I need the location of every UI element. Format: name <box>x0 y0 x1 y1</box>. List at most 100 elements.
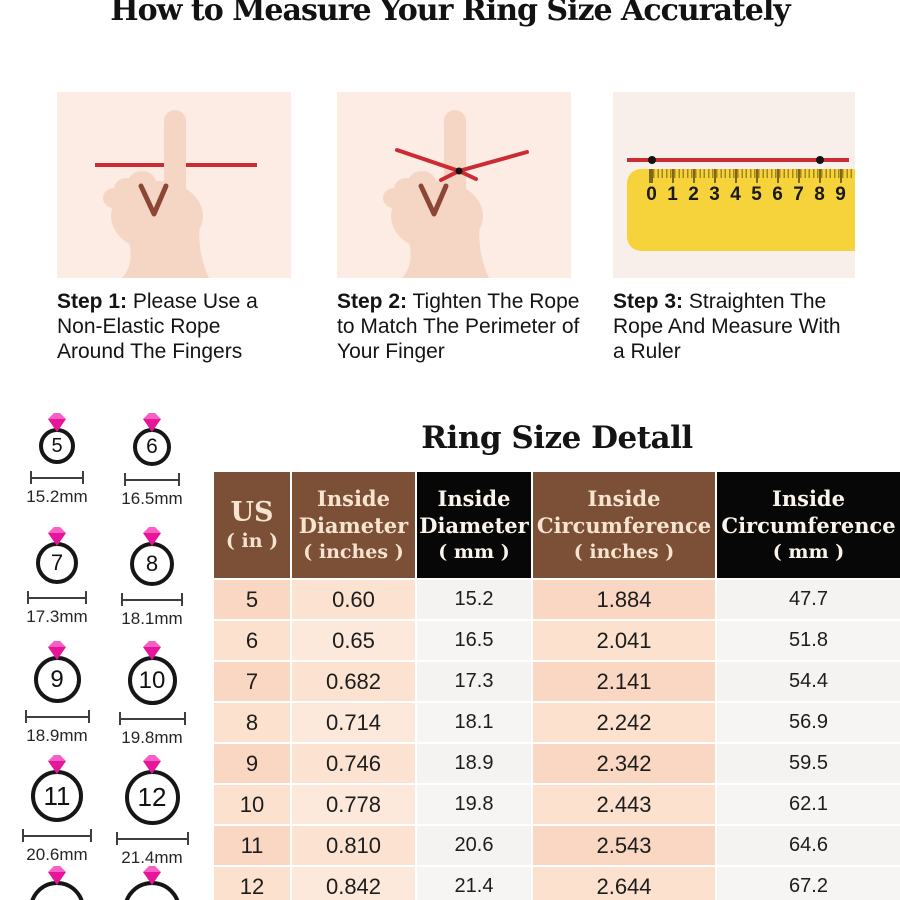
table-cell: 0.810 <box>292 826 415 865</box>
table-cell: 47.7 <box>717 580 900 619</box>
table-cell: 5 <box>214 580 290 619</box>
table-cell: 10 <box>214 785 290 824</box>
step-1-image <box>57 92 291 278</box>
thumb-crease <box>138 183 169 217</box>
step-1-text: Please Use a Non-Elastic Rope Around The… <box>57 290 258 363</box>
table-cell: 59.5 <box>717 744 900 783</box>
ring-size-10-diagram: 10 19.8mm <box>104 639 200 748</box>
table-cell: 0.746 <box>292 744 415 783</box>
column-header-circumference-mm: Inside Circumference ( mm ) <box>717 472 900 578</box>
ring-size-table: US ( in ) Inside Diameter ( inches ) Ins… <box>214 472 900 900</box>
ring-size-11-diagram: 11 20.6mm <box>9 753 105 865</box>
step-2-text: Tighten The Rope to Match The Perimeter … <box>337 290 580 363</box>
step-1-label: Step 1: <box>57 290 128 313</box>
table-cell: 18.9 <box>417 744 531 783</box>
ruler-number: 4 <box>730 184 741 205</box>
step-3-text: Straighten The Rope And Measure With a R… <box>613 290 841 363</box>
measure-bracket <box>115 832 189 845</box>
column-header-diameter-inches: Inside Diameter ( inches ) <box>292 472 415 578</box>
ring-size-number: 5 <box>51 434 63 457</box>
table-cell: 21.4 <box>417 867 531 900</box>
column-header-diameter-mm: Inside Diameter ( mm ) <box>417 472 531 578</box>
step-2-caption: Step 2: Tighten The Rope to Match The Pe… <box>337 289 585 364</box>
ruler-number: 0 <box>646 184 657 205</box>
step-2-label: Step 2: <box>337 290 408 313</box>
table-cell: 18.1 <box>417 703 531 742</box>
step-1-caption: Step 1: Please Use a Non-Elastic Rope Ar… <box>57 289 292 364</box>
ring-size-number: 9 <box>50 665 64 693</box>
ruler-number: 2 <box>688 184 699 205</box>
gem-icon <box>48 755 66 774</box>
step-2-image <box>337 92 571 278</box>
table-cell: 0.842 <box>292 867 415 900</box>
table-cell: 9 <box>214 744 290 783</box>
gem-icon <box>48 527 66 546</box>
ring-width-label: 21.4mm <box>121 848 183 867</box>
step-3-caption: Step 3: Straighten The Rope And Measure … <box>613 289 855 364</box>
ring-band: 12 <box>124 770 180 825</box>
ring-width-label: 15.2mm <box>26 487 88 506</box>
table-cell: 2.644 <box>533 867 715 900</box>
gem-icon <box>48 413 66 432</box>
table-cell: 12 <box>214 867 290 900</box>
table-cell: 2.141 <box>533 662 715 701</box>
column-header-circumference-inches: Inside Circumference ( inches ) <box>533 472 715 578</box>
table-cell: 0.778 <box>292 785 415 824</box>
table-cell: 2.342 <box>533 744 715 783</box>
ring-band: 7 <box>36 542 78 584</box>
thumb-crease <box>418 183 449 217</box>
ring-size-12-diagram: 12 21.4mm <box>104 753 200 868</box>
ring-width-label: 19.8mm <box>121 728 183 747</box>
measure-bracket <box>124 473 180 486</box>
ruler-number: 8 <box>814 184 825 205</box>
measure-bracket <box>24 710 90 723</box>
ring-band: 10 <box>127 656 177 705</box>
ring-size-number: 6 <box>146 435 158 458</box>
table-cell: 0.714 <box>292 703 415 742</box>
gem-icon <box>48 641 66 660</box>
table-cell: 7 <box>214 662 290 701</box>
table-cell: 56.9 <box>717 703 900 742</box>
gem-icon <box>143 755 161 774</box>
ruler-illustration: 0 1 2 3 4 5 6 7 8 9 <box>627 169 855 251</box>
ring-width-label: 18.9mm <box>26 726 88 745</box>
step-1-panel: Step 1: Please Use a Non-Elastic Rope Ar… <box>57 92 292 364</box>
measure-bracket <box>22 829 92 842</box>
ring-band: 5 <box>39 428 75 464</box>
ring-width-label: 20.6mm <box>26 845 88 864</box>
rope-end-dot <box>648 156 656 164</box>
step-3-image: 0 1 2 3 4 5 6 7 8 9 <box>613 92 855 278</box>
ruler-number: 3 <box>709 184 720 205</box>
ruler-number: 7 <box>793 184 804 205</box>
table-cell: 2.242 <box>533 703 715 742</box>
column-header-us: US ( in ) <box>214 472 290 578</box>
table-cell: 51.8 <box>717 621 900 660</box>
table-cell: 17.3 <box>417 662 531 701</box>
ring-partial-diagram <box>104 864 200 900</box>
ruler-number: 9 <box>835 184 846 205</box>
table-cell: 0.682 <box>292 662 415 701</box>
rope-line <box>627 158 849 162</box>
measure-bracket <box>30 471 84 484</box>
ruler-number: 5 <box>751 184 762 205</box>
ruler-number: 1 <box>667 184 678 205</box>
ring-width-label: 16.5mm <box>121 489 183 508</box>
table-cell: 2.543 <box>533 826 715 865</box>
table-cell: 20.6 <box>417 826 531 865</box>
hand-with-rope-illustration <box>95 110 257 278</box>
ring-size-number: 8 <box>145 551 159 576</box>
ring-size-number: 12 <box>137 782 167 812</box>
ring-size-number: 10 <box>138 666 166 694</box>
ring-width-label: 18.1mm <box>121 609 183 628</box>
ring-size-number: 11 <box>43 780 71 811</box>
measure-bracket <box>118 712 186 725</box>
gem-icon <box>143 641 161 660</box>
rope-end-dot <box>816 156 824 164</box>
ring-size-6-diagram: 6 16.5mm <box>104 411 200 509</box>
step-3-panel: 0 1 2 3 4 5 6 7 8 9 Step 3: Straighten T… <box>613 92 855 364</box>
table-cell: 15.2 <box>417 580 531 619</box>
gem-icon <box>143 413 161 432</box>
table-cell: 11 <box>214 826 290 865</box>
table-title: Ring Size Detall <box>421 420 693 456</box>
